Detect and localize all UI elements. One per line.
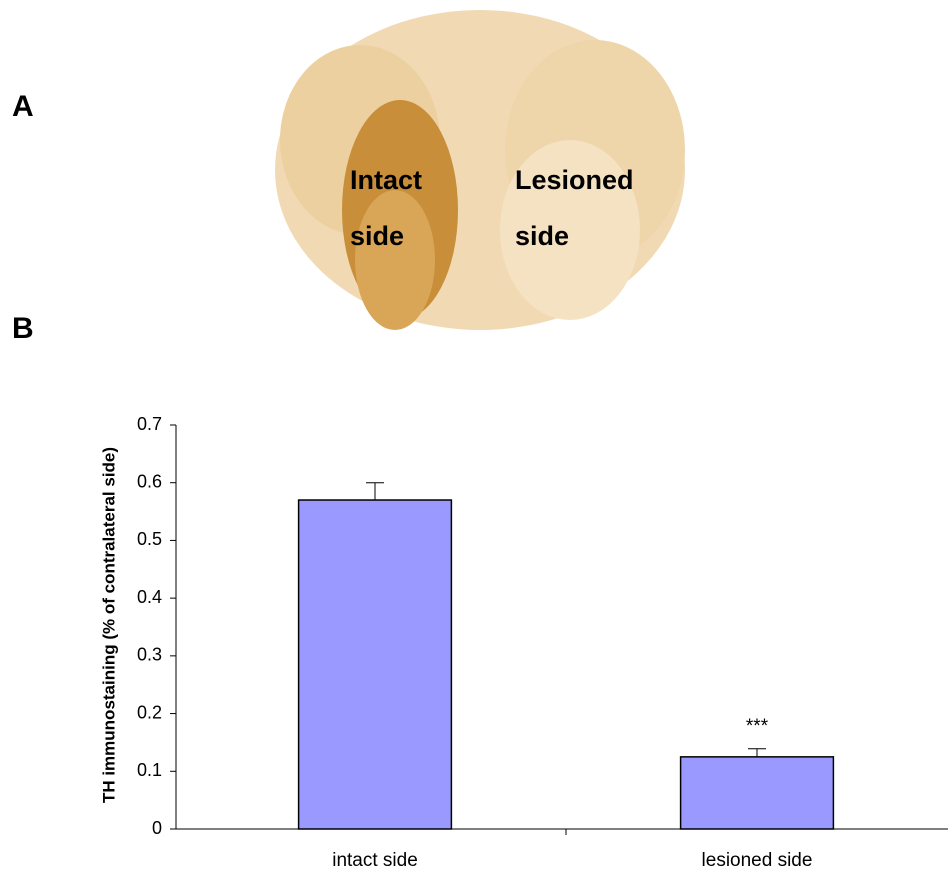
bar — [299, 500, 452, 829]
page: {"panel_a": {"label": "A", "photo_labels… — [0, 0, 948, 879]
y-tick-label: 0.4 — [137, 587, 162, 607]
bar — [681, 757, 834, 829]
y-axis-label: TH immunostaining (% of contralateral si… — [99, 447, 118, 803]
figure: A B Intact side Lesioned side TH immunos… — [0, 0, 948, 879]
x-tick-label: lesioned side — [702, 850, 813, 871]
y-tick-label: 0.5 — [137, 529, 162, 549]
photo-label: side — [515, 221, 569, 251]
photo-label: side — [350, 221, 404, 251]
y-tick-label: 0.2 — [137, 702, 162, 722]
y-tick-label: 0.1 — [137, 760, 162, 780]
panel-label: B — [12, 312, 34, 345]
photo-label: Lesioned — [515, 165, 634, 195]
y-tick-label: 0.3 — [137, 645, 162, 665]
x-tick-label: intact side — [332, 850, 418, 871]
significance: *** — [746, 716, 769, 737]
y-tick-label: 0.6 — [137, 471, 162, 491]
y-tick-label: 0 — [152, 818, 162, 838]
photo-label: Intact — [350, 165, 422, 195]
panel-label: A — [12, 90, 34, 123]
striatum-intact — [355, 190, 435, 330]
y-tick-label: 0.7 — [137, 414, 162, 434]
